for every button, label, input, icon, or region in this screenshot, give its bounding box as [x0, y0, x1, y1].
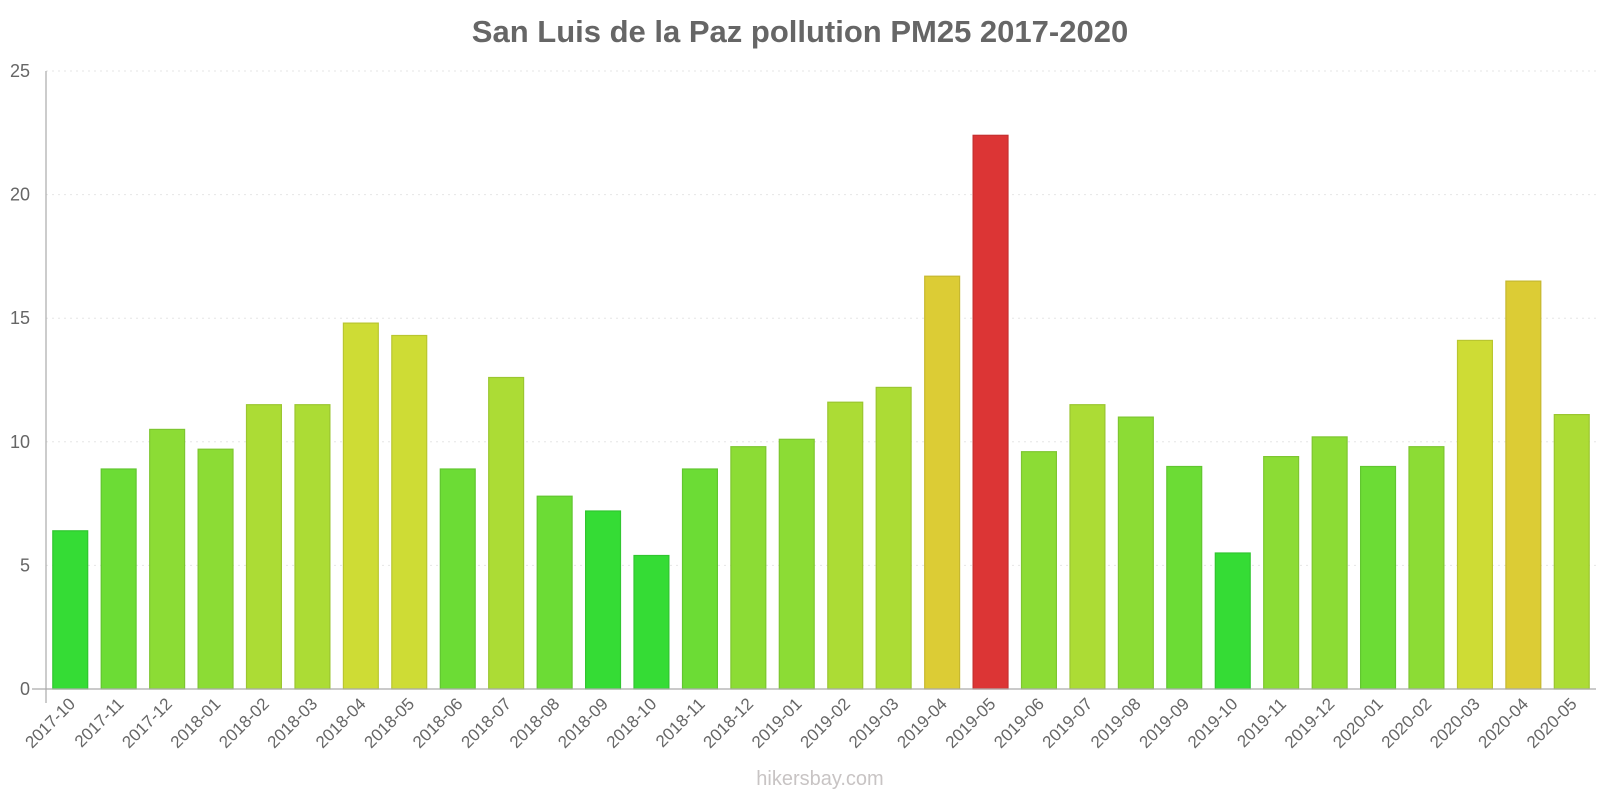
x-tick-label: 2018-05 [361, 694, 419, 752]
y-axis-tick-labels: 0 5 10 15 20 25 [10, 61, 30, 699]
bar-2018-02 [245, 404, 283, 690]
axes [32, 71, 1596, 703]
bar-2018-07 [488, 376, 525, 690]
footer-credit: hikersbay.com [756, 768, 884, 790]
y-tick-label: 15 [10, 308, 30, 328]
bar-2019-05 [972, 134, 1009, 690]
bar-2018-06 [439, 468, 476, 690]
x-tick-label: 2018-10 [603, 694, 661, 752]
bar-2019-06 [1020, 451, 1058, 690]
x-tick-label: 2019-11 [1233, 694, 1290, 751]
bar-2017-12 [149, 428, 186, 690]
x-tick-label: 2020-04 [1475, 694, 1533, 752]
bar-2019-02 [827, 401, 864, 690]
y-tick-label: 25 [10, 61, 30, 81]
x-tick-label: 2019-08 [1087, 694, 1145, 752]
x-tick-label: 2019-03 [845, 694, 903, 752]
x-tick-label: 2019-04 [893, 694, 951, 752]
y-tick-label: 0 [20, 679, 30, 699]
x-tick-label: 2018-08 [506, 694, 564, 752]
bar-2019-09 [1166, 465, 1203, 690]
x-tick-label: 2019-09 [1136, 694, 1194, 752]
x-tick-label: 2019-10 [1184, 694, 1242, 752]
x-tick-label: 2018-11 [652, 694, 709, 751]
x-tick-label: 2019-01 [748, 694, 806, 752]
x-tick-label: 2018-09 [554, 694, 612, 752]
bar-2018-11 [681, 468, 719, 690]
bar-2019-03 [875, 386, 912, 690]
bar-2018-03 [294, 404, 331, 690]
bar-2018-10 [633, 554, 670, 690]
x-tick-label: 2019-07 [1039, 694, 1097, 752]
x-tick-label: 2019-12 [1281, 694, 1339, 752]
bar-2018-04 [342, 322, 379, 690]
x-tick-label: 2018-01 [167, 694, 225, 752]
x-tick-label: 2019-05 [942, 694, 1000, 752]
x-tick-label: 2018-03 [264, 694, 322, 752]
bar-2019-04 [924, 275, 961, 690]
x-tick-label: 2020-02 [1378, 694, 1436, 752]
x-tick-label: 2020-01 [1329, 694, 1387, 752]
x-tick-label: 2020-05 [1523, 694, 1581, 752]
bar-2019-07 [1069, 404, 1106, 690]
x-tick-label: 2018-04 [312, 694, 370, 752]
bar-2020-01 [1359, 465, 1397, 690]
bar-2019-08 [1117, 416, 1154, 690]
y-tick-label: 10 [10, 432, 30, 452]
bar-2018-05 [391, 334, 428, 690]
bar-2017-10 [52, 530, 89, 690]
bar-2020-05 [1553, 414, 1590, 690]
bar-2019-10 [1214, 552, 1251, 690]
x-tick-label: 2018-02 [215, 694, 273, 752]
chart-title: San Luis de la Paz pollution PM25 2017-2… [471, 14, 1129, 49]
x-tick-label: 2018-07 [457, 694, 515, 752]
x-tick-label: 2019-02 [796, 694, 854, 752]
x-tick-label: 2018-06 [409, 694, 467, 752]
y-tick-label: 20 [10, 185, 30, 205]
bar-2020-03 [1456, 339, 1494, 690]
x-tick-label: 2017-12 [118, 694, 176, 752]
x-tick-label: 2020-03 [1426, 694, 1484, 752]
bar-2020-02 [1408, 446, 1445, 690]
bar-2020-04 [1505, 280, 1542, 690]
bar-2018-12 [730, 446, 767, 690]
x-tick-label: 2017-10 [21, 694, 79, 752]
x-tick-label: 2018-12 [700, 694, 758, 752]
bar-2019-11 [1263, 456, 1300, 690]
x-tick-label: 2017-11 [71, 694, 128, 751]
bar-2018-01 [197, 448, 234, 690]
bars [52, 134, 1590, 690]
bar-2018-09 [584, 510, 622, 690]
bar-2018-08 [536, 495, 573, 690]
x-tick-label: 2019-06 [990, 694, 1048, 752]
bar-2019-12 [1311, 436, 1348, 690]
bar-2017-11 [100, 468, 137, 690]
y-tick-label: 5 [20, 555, 30, 575]
bar-2019-01 [778, 438, 815, 690]
x-axis-tick-labels: 2017-102017-112017-122018-012018-022018-… [21, 694, 1580, 752]
